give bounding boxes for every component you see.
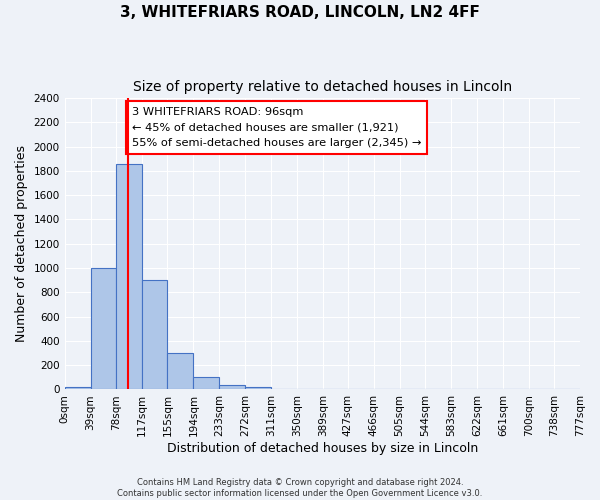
Bar <box>116 164 142 390</box>
Bar <box>142 280 167 390</box>
Text: 3 WHITEFRIARS ROAD: 96sqm
← 45% of detached houses are smaller (1,921)
55% of se: 3 WHITEFRIARS ROAD: 96sqm ← 45% of detac… <box>131 106 421 148</box>
Text: Contains HM Land Registry data © Crown copyright and database right 2024.
Contai: Contains HM Land Registry data © Crown c… <box>118 478 482 498</box>
Bar <box>167 353 193 390</box>
Text: 3, WHITEFRIARS ROAD, LINCOLN, LN2 4FF: 3, WHITEFRIARS ROAD, LINCOLN, LN2 4FF <box>120 5 480 20</box>
Bar <box>245 387 271 390</box>
X-axis label: Distribution of detached houses by size in Lincoln: Distribution of detached houses by size … <box>167 442 478 455</box>
Bar <box>193 378 219 390</box>
Y-axis label: Number of detached properties: Number of detached properties <box>15 145 28 342</box>
Bar <box>219 384 245 390</box>
Bar <box>91 268 116 390</box>
Title: Size of property relative to detached houses in Lincoln: Size of property relative to detached ho… <box>133 80 512 94</box>
Bar <box>65 387 91 390</box>
